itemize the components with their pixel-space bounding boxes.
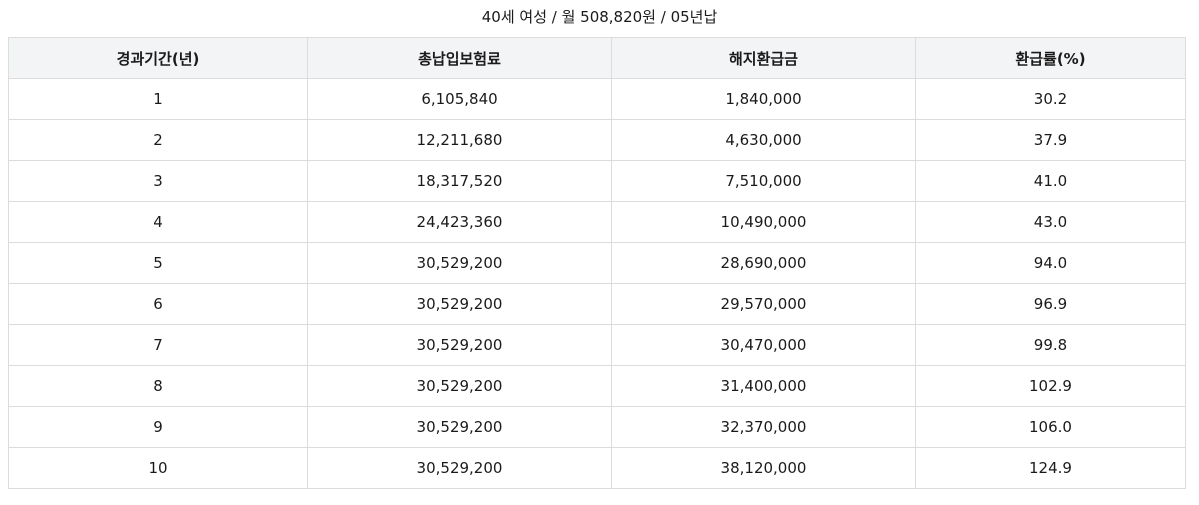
header-total-premium: 총납입보험료	[307, 37, 612, 79]
header-surrender-value: 해지환급금	[611, 37, 916, 79]
cell-surrender-value: 31,400,000	[611, 365, 916, 407]
cell-elapsed-years: 7	[8, 324, 308, 366]
table-caption: 40세 여성 / 월 508,820원 / 05년납	[481, 8, 718, 26]
cell-total-premium: 30,529,200	[307, 447, 612, 489]
cell-refund-rate: 41.0	[915, 160, 1186, 202]
table-row: 9 30,529,200 32,370,000 106.0	[8, 406, 1186, 448]
cell-elapsed-years: 5	[8, 242, 308, 284]
table-row: 8 30,529,200 31,400,000 102.9	[8, 365, 1186, 407]
cell-elapsed-years: 8	[8, 365, 308, 407]
cell-total-premium: 6,105,840	[307, 78, 612, 120]
refund-table: 경과기간(년) 총납입보험료 해지환급금 환급률(%) 1 6,105,840 …	[8, 37, 1186, 489]
cell-elapsed-years: 3	[8, 160, 308, 202]
table-row: 3 18,317,520 7,510,000 41.0	[8, 160, 1186, 202]
table-row: 6 30,529,200 29,570,000 96.9	[8, 283, 1186, 325]
cell-elapsed-years: 1	[8, 78, 308, 120]
cell-refund-rate: 102.9	[915, 365, 1186, 407]
cell-surrender-value: 29,570,000	[611, 283, 916, 325]
cell-elapsed-years: 4	[8, 201, 308, 243]
cell-surrender-value: 7,510,000	[611, 160, 916, 202]
header-row: 경과기간(년) 총납입보험료 해지환급금 환급률(%)	[8, 37, 1186, 79]
table-row: 2 12,211,680 4,630,000 37.9	[8, 119, 1186, 161]
cell-refund-rate: 30.2	[915, 78, 1186, 120]
cell-surrender-value: 4,630,000	[611, 119, 916, 161]
cell-surrender-value: 10,490,000	[611, 201, 916, 243]
cell-refund-rate: 94.0	[915, 242, 1186, 284]
cell-total-premium: 30,529,200	[307, 406, 612, 448]
cell-elapsed-years: 10	[8, 447, 308, 489]
cell-refund-rate: 124.9	[915, 447, 1186, 489]
table-row: 1 6,105,840 1,840,000 30.2	[8, 78, 1186, 120]
cell-refund-rate: 96.9	[915, 283, 1186, 325]
table-row: 7 30,529,200 30,470,000 99.8	[8, 324, 1186, 366]
cell-total-premium: 30,529,200	[307, 324, 612, 366]
cell-total-premium: 12,211,680	[307, 119, 612, 161]
cell-elapsed-years: 2	[8, 119, 308, 161]
cell-total-premium: 30,529,200	[307, 283, 612, 325]
cell-surrender-value: 30,470,000	[611, 324, 916, 366]
cell-refund-rate: 37.9	[915, 119, 1186, 161]
cell-surrender-value: 32,370,000	[611, 406, 916, 448]
header-elapsed-years: 경과기간(년)	[8, 37, 308, 79]
cell-surrender-value: 1,840,000	[611, 78, 916, 120]
cell-total-premium: 24,423,360	[307, 201, 612, 243]
cell-surrender-value: 28,690,000	[611, 242, 916, 284]
cell-elapsed-years: 6	[8, 283, 308, 325]
cell-refund-rate: 99.8	[915, 324, 1186, 366]
cell-total-premium: 18,317,520	[307, 160, 612, 202]
table-row: 4 24,423,360 10,490,000 43.0	[8, 201, 1186, 243]
header-refund-rate: 환급률(%)	[915, 37, 1186, 79]
cell-refund-rate: 43.0	[915, 201, 1186, 243]
cell-total-premium: 30,529,200	[307, 242, 612, 284]
table-row: 10 30,529,200 38,120,000 124.9	[8, 447, 1186, 489]
cell-refund-rate: 106.0	[915, 406, 1186, 448]
table-header: 경과기간(년) 총납입보험료 해지환급금 환급률(%)	[8, 37, 1186, 79]
table-body: 1 6,105,840 1,840,000 30.2 2 12,211,680 …	[8, 78, 1186, 489]
table-row: 5 30,529,200 28,690,000 94.0	[8, 242, 1186, 284]
cell-surrender-value: 38,120,000	[611, 447, 916, 489]
cell-total-premium: 30,529,200	[307, 365, 612, 407]
cell-elapsed-years: 9	[8, 406, 308, 448]
